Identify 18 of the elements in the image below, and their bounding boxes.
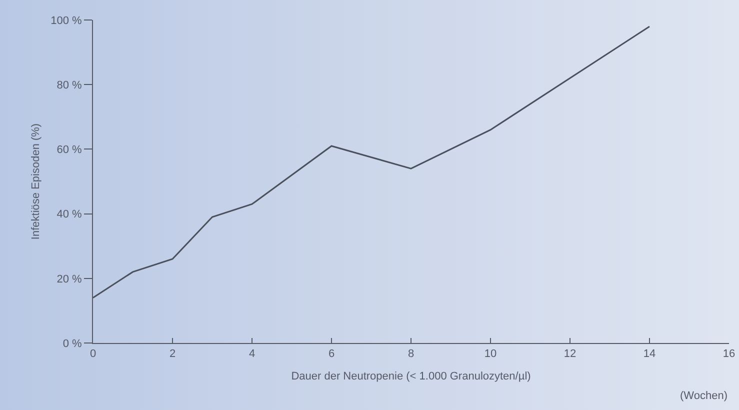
x-tick-label: 12 [564,348,576,360]
x-tick-label: 4 [248,348,256,360]
x-tick-label: 16 [722,348,736,360]
x-tick-label: 0 [90,348,96,360]
y-tick-label: 0 % [62,338,82,350]
x-tick-label: 2 [169,348,176,360]
y-tick-label: 60 % [56,144,82,156]
x-tick-label: 14 [643,348,656,360]
x-tick-label: 10 [484,348,497,360]
y-tick-label: 40 % [56,208,82,221]
x-tick-label: 8 [408,348,414,360]
x-axis-title: Dauer der Neutropenie (< 1.000 Granulozyten/µl) [291,370,531,382]
y-tick-label: 20 % [56,273,82,286]
y-axis-title: Infektiöse Episoden (%) [30,123,42,240]
x-tick-label: 6 [328,348,335,360]
y-tick-label: 100 % [50,14,82,27]
text: (Wochen) [680,390,728,402]
y-tick-label: 80 % [56,79,82,92]
